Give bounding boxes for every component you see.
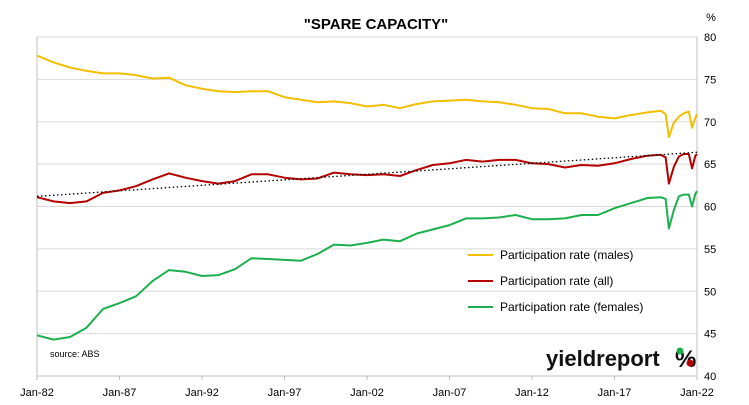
series-line-1: [36, 153, 698, 205]
y-tick-label: 75: [704, 74, 716, 86]
y-tick-label: 50: [704, 286, 716, 298]
x-axis-ticks: Jan-82 Jan-87 Jan-92 Jan-97 Jan-02 Jan-07 Jan-…: [20, 376, 714, 399]
series-line-2: [36, 190, 698, 341]
y-axis-unit-label: %: [706, 12, 716, 24]
x-tick-label: Jan-07: [433, 387, 467, 399]
gridlines: [37, 36, 697, 377]
x-tick-label: Jan-02: [350, 387, 384, 399]
y-tick-label: 55: [704, 244, 716, 256]
legend: Participation rate (males) Participation …: [468, 248, 643, 314]
series-lines: [36, 54, 698, 341]
x-tick-label: Jan-82: [20, 387, 54, 399]
y-tick-label: 70: [704, 117, 716, 129]
y-tick-label: 40: [704, 371, 716, 383]
brand-dot-red: [686, 359, 694, 367]
brand-wordmark: yieldreport: [546, 346, 660, 371]
legend-label-1: Participation rate (all): [500, 274, 613, 288]
y-tick-label: 45: [704, 329, 716, 341]
brand-dot-green: [676, 347, 684, 355]
chart-title: "SPARE CAPACITY": [304, 16, 449, 33]
source-note: source: ABS: [50, 349, 100, 359]
x-tick-label: Jan-92: [185, 387, 219, 399]
y-tick-label: 65: [704, 159, 716, 171]
y-axis-ticks: 40 45 50 55 60 65 70 75 80: [704, 32, 716, 383]
legend-label-0: Participation rate (males): [500, 248, 633, 262]
y-tick-label: 80: [704, 32, 716, 44]
series-line-0: [36, 54, 698, 138]
x-tick-label: Jan-22: [680, 387, 714, 399]
x-tick-label: Jan-87: [103, 387, 137, 399]
x-tick-label: Jan-97: [268, 387, 302, 399]
y-tick-label: 60: [704, 202, 716, 214]
legend-label-2: Participation rate (females): [500, 300, 643, 314]
x-tick-label: Jan-12: [515, 387, 549, 399]
brand-logo: yieldreport %: [546, 346, 696, 373]
x-tick-label: Jan-17: [598, 387, 632, 399]
